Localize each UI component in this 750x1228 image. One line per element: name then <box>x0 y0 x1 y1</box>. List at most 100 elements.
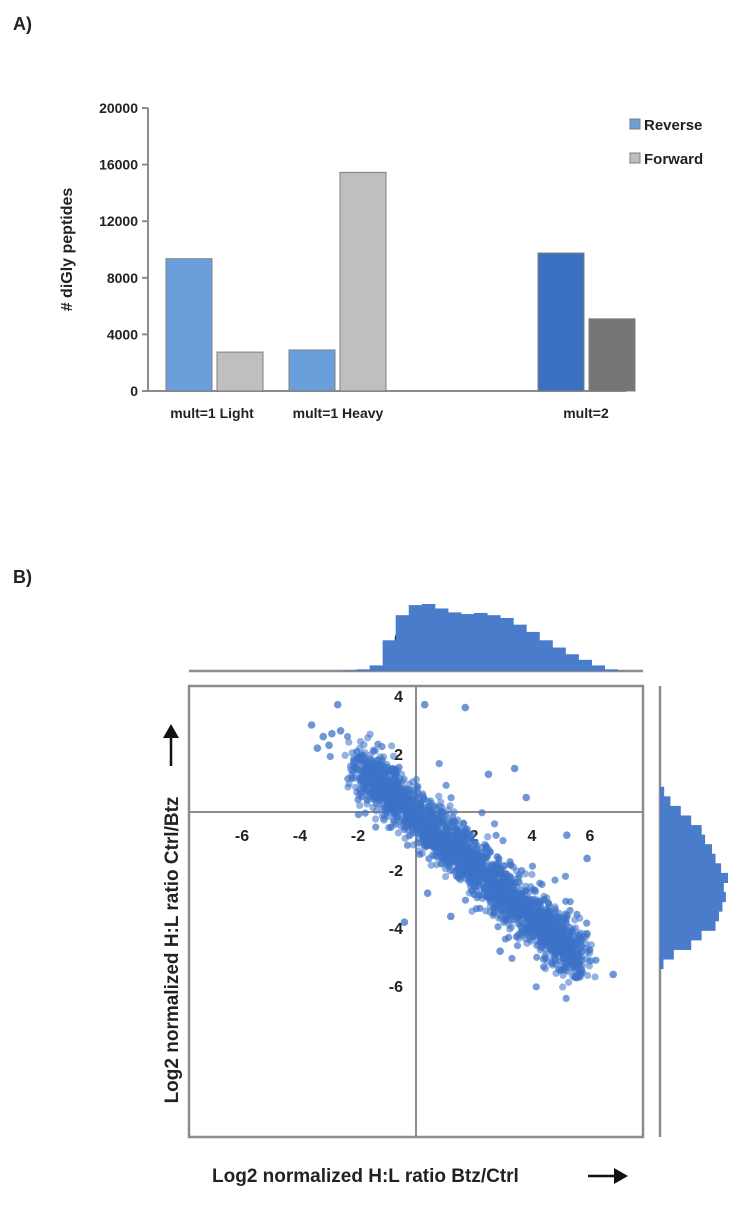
scatter-point <box>425 855 433 863</box>
scatter-point <box>403 787 411 795</box>
scatter-point <box>436 802 444 810</box>
right-histogram-bar <box>660 911 719 922</box>
top-histogram-bar <box>395 615 410 671</box>
scatter-point <box>551 876 559 884</box>
scatter-point <box>416 817 424 825</box>
scatter-point <box>391 819 399 827</box>
right-histogram-bar <box>660 901 723 912</box>
scatter-point <box>518 893 526 901</box>
scatter-point <box>442 781 450 789</box>
scatter-point <box>336 727 345 735</box>
scatter-point <box>475 882 483 890</box>
scatter-point <box>356 801 364 810</box>
scatter-point <box>513 942 522 950</box>
scatter-point <box>510 764 519 773</box>
scatter-point <box>411 820 419 829</box>
y-tick-label: 4 <box>394 689 403 706</box>
scatter-point <box>574 931 583 940</box>
scatter-point <box>562 914 570 923</box>
scatter-point <box>551 956 559 964</box>
right-histogram-bar <box>660 959 664 970</box>
scatter-points <box>307 700 617 1002</box>
bar-mult-1-light-forward <box>216 351 264 392</box>
right-histogram-bar <box>660 834 706 845</box>
scatter-point <box>478 809 486 817</box>
scatter-point <box>472 839 480 847</box>
top-histogram-bar <box>343 670 358 671</box>
scatter-point <box>389 752 398 760</box>
scatter-point <box>484 770 493 779</box>
scatter-point <box>420 700 429 709</box>
scatter-point <box>562 994 570 1002</box>
scatter-point <box>559 983 567 991</box>
scatter-point <box>524 924 532 933</box>
scatter-point <box>328 729 336 738</box>
scatter-point <box>405 780 414 788</box>
scatter-point <box>462 837 470 845</box>
scatter-point <box>566 923 574 932</box>
x-tick-label: 6 <box>586 828 595 845</box>
scatter-point <box>400 795 408 803</box>
scatter-point <box>538 932 546 940</box>
scatter-point <box>354 754 362 762</box>
top-histogram-bar <box>552 647 566 671</box>
x-category-label: mult=1 Heavy <box>293 405 384 421</box>
scatter-point <box>568 962 577 970</box>
scatter-point <box>575 950 583 958</box>
y-tick-label: 0 <box>130 383 138 399</box>
x-axis-arrow-head <box>614 1168 628 1184</box>
scatter-point <box>431 826 439 834</box>
right-histogram-bar <box>660 872 728 883</box>
top-histogram-bar <box>382 640 397 671</box>
scatter-point <box>452 831 461 839</box>
scatter-point <box>496 947 504 955</box>
scatter-point <box>383 806 391 814</box>
scatter-point <box>362 776 370 784</box>
scatter-point <box>499 897 507 905</box>
right-histogram-bar <box>660 892 726 903</box>
scatter-point <box>583 948 592 956</box>
scatter-point <box>554 942 563 950</box>
scatter-point <box>403 816 411 824</box>
scatter-point <box>354 796 362 804</box>
top-histogram-bar <box>578 659 592 671</box>
y-tick-label: 20000 <box>99 100 138 116</box>
scatter-point <box>427 861 435 869</box>
top-histogram-bar <box>447 612 462 671</box>
scatter-point <box>409 841 418 849</box>
scatter-point <box>499 837 507 845</box>
scatter-point <box>544 899 552 907</box>
scatter-point <box>547 946 555 954</box>
scatter-point <box>492 831 500 839</box>
y-tick-label: -4 <box>389 921 403 938</box>
bar-mult-1-heavy-forward <box>339 171 387 392</box>
top-histogram-bar <box>604 669 619 671</box>
scatter-point <box>377 776 385 784</box>
scatter-point <box>313 744 322 752</box>
scatter-point <box>423 889 432 897</box>
scatter-point <box>609 970 617 979</box>
scatter-point <box>552 949 561 957</box>
scatter-point <box>554 912 563 921</box>
scatter-point <box>414 782 422 790</box>
scatter-point <box>344 775 352 783</box>
scatter-point <box>437 808 446 817</box>
scatter-point <box>403 841 412 849</box>
scatter-point <box>345 738 353 746</box>
scatter-point <box>411 812 419 821</box>
scatter-point <box>530 886 539 894</box>
scatter-point <box>422 813 430 821</box>
scatter-point <box>349 761 357 769</box>
scatter-point <box>386 823 395 831</box>
top-histogram-bar <box>408 605 423 671</box>
right-histogram-bar <box>660 930 702 941</box>
scatter-point <box>447 794 455 802</box>
right-histogram-bar <box>660 786 665 797</box>
panel-b-label: B) <box>13 567 32 587</box>
scatter-point <box>449 813 457 821</box>
scatter-point <box>531 908 540 916</box>
top-histogram-bar <box>539 640 553 671</box>
scatter-point <box>583 971 592 980</box>
scatter-point <box>490 820 499 828</box>
scatter-point <box>522 793 530 802</box>
